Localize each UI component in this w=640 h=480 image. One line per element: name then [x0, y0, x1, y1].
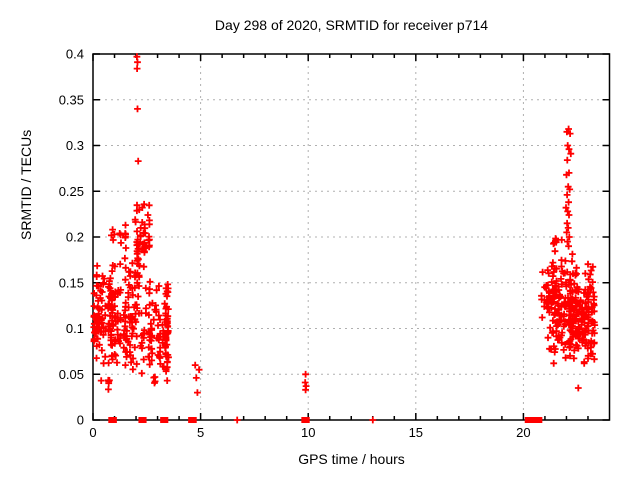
x-tick-label: 15: [409, 425, 423, 440]
scatter-points: [90, 53, 599, 424]
y-tick-label: 0.05: [59, 367, 84, 382]
x-tick-label: 0: [89, 425, 96, 440]
y-tick-label: 0.3: [66, 138, 84, 153]
y-tick-label: 0.2: [66, 230, 84, 245]
chart-title: Day 298 of 2020, SRMTID for receiver p71…: [214, 17, 489, 33]
y-tick-label: 0: [77, 413, 84, 428]
tick-labels: 0 5 10 15 20 0 0.05 0.1 0.15 0.2 0.25 0.3 0.35 0.4: [59, 47, 531, 441]
plot-border-and-ticks: [92, 53, 611, 421]
x-tick-label: 5: [197, 425, 204, 440]
y-tick-label: 0.35: [59, 92, 84, 107]
gridlines: [93, 54, 610, 420]
zero-line-square-markers: [108, 417, 543, 423]
y-tick-label: 0.25: [59, 184, 84, 199]
x-axis-label: GPS time / hours: [298, 451, 405, 467]
y-tick-label: 0.15: [59, 275, 84, 290]
x-tick-label: 10: [301, 425, 315, 440]
x-tick-label: 20: [516, 425, 530, 440]
y-tick-label: 0.1: [66, 321, 84, 336]
y-tick-label: 0.4: [66, 47, 84, 62]
